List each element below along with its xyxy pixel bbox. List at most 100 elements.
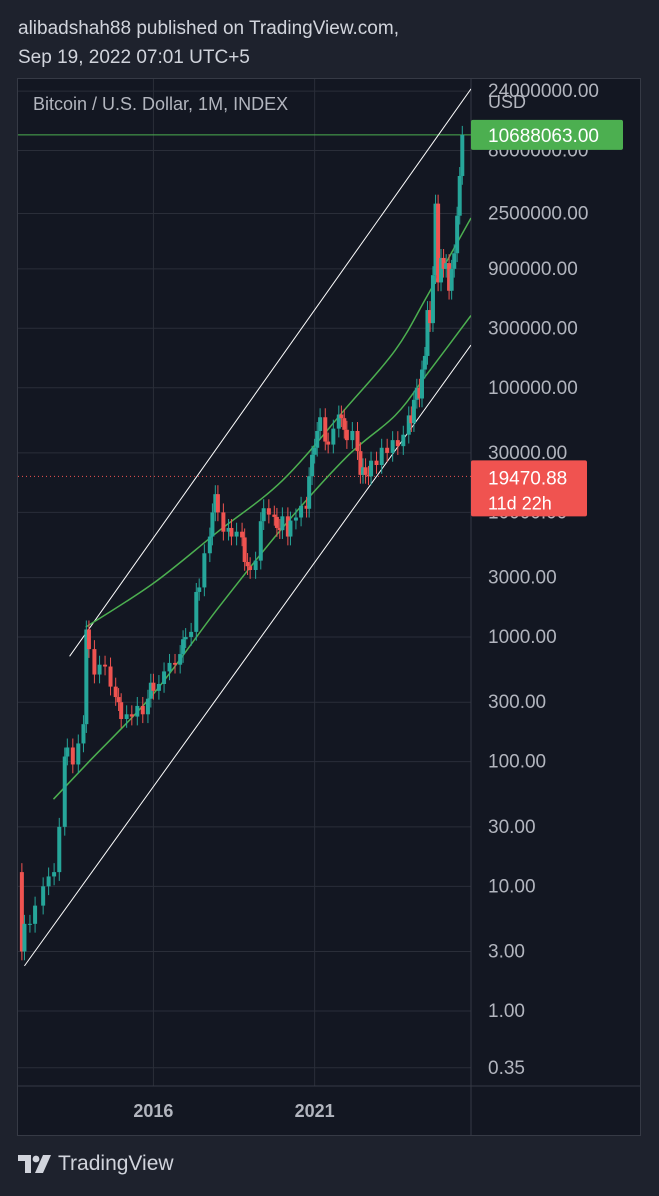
candle bbox=[65, 738, 70, 766]
candle bbox=[62, 747, 67, 836]
candle-body bbox=[310, 454, 315, 477]
footer: TradingView bbox=[18, 1152, 174, 1176]
candle bbox=[52, 863, 57, 886]
publish-date: Sep 19, 2022 07:01 UTC+5 bbox=[18, 47, 250, 68]
candle-body bbox=[189, 631, 194, 638]
price-axis-tick-label: 30.00 bbox=[488, 817, 536, 838]
candle-body bbox=[285, 516, 290, 537]
candle-body bbox=[202, 553, 207, 588]
candle-body bbox=[215, 494, 220, 513]
candle-body bbox=[339, 414, 344, 419]
candle bbox=[433, 194, 438, 284]
candle bbox=[331, 419, 336, 454]
candle-body bbox=[336, 414, 341, 429]
candle-body bbox=[135, 705, 140, 717]
candle bbox=[266, 499, 271, 524]
price-axis-tick-label: 30000.00 bbox=[488, 443, 567, 464]
price-axis-tick-label: 300000.00 bbox=[488, 318, 578, 339]
candle-body bbox=[272, 514, 277, 517]
candle-body bbox=[62, 756, 67, 827]
candle-body bbox=[261, 508, 266, 522]
candle bbox=[70, 738, 75, 774]
candle bbox=[310, 445, 315, 486]
price-axis-tick-label: 1000.00 bbox=[488, 627, 557, 648]
candle bbox=[452, 244, 457, 278]
candle-body bbox=[167, 662, 172, 672]
candle bbox=[108, 657, 113, 696]
candle bbox=[22, 914, 27, 961]
candle-body bbox=[374, 460, 379, 466]
candle bbox=[441, 248, 446, 278]
candle bbox=[439, 248, 444, 292]
candle bbox=[422, 346, 427, 379]
candle bbox=[436, 194, 441, 292]
candle-body bbox=[409, 415, 414, 424]
candle bbox=[261, 499, 266, 530]
candle-body bbox=[331, 428, 336, 445]
candle-body bbox=[379, 447, 384, 466]
candle-body bbox=[19, 872, 24, 952]
candle bbox=[395, 431, 400, 455]
candle-body bbox=[444, 263, 449, 269]
candle bbox=[312, 438, 317, 464]
candle bbox=[417, 378, 422, 408]
candle bbox=[210, 503, 215, 546]
price-axis-tick-label: 900000.00 bbox=[488, 259, 578, 280]
candle-body bbox=[460, 134, 465, 176]
candle bbox=[315, 422, 320, 457]
candle-body bbox=[326, 441, 331, 445]
candle-body bbox=[428, 310, 433, 324]
candle bbox=[414, 378, 419, 409]
candle-body bbox=[417, 387, 422, 399]
candle bbox=[444, 254, 449, 278]
candle bbox=[401, 425, 406, 455]
candle-body bbox=[441, 257, 446, 269]
candle-body bbox=[436, 203, 441, 283]
current-price-label: 19470.88 bbox=[488, 468, 567, 489]
candle bbox=[135, 696, 140, 726]
candle bbox=[215, 485, 220, 522]
candle-body bbox=[299, 505, 304, 518]
candle bbox=[162, 662, 167, 693]
candle-body bbox=[248, 566, 253, 570]
candle bbox=[46, 867, 51, 896]
time-axis-tick-label: 2016 bbox=[133, 1101, 173, 1121]
candle-body bbox=[318, 417, 323, 431]
tradingview-brand[interactable]: TradingView bbox=[58, 1152, 174, 1175]
candle-body bbox=[419, 369, 424, 399]
candle-body bbox=[178, 654, 183, 665]
candle-body bbox=[76, 743, 81, 765]
candle bbox=[156, 675, 161, 700]
candle-body bbox=[116, 697, 121, 703]
publisher-line: alibadshah88 published on TradingView.co… bbox=[18, 18, 399, 39]
chart-title: Bitcoin / U.S. Dollar, 1M, INDEX bbox=[33, 94, 289, 114]
candle-body bbox=[363, 467, 368, 475]
candle bbox=[148, 673, 153, 708]
candle-body bbox=[344, 429, 349, 441]
candle bbox=[129, 705, 134, 726]
candle bbox=[460, 125, 465, 185]
candle bbox=[366, 465, 371, 486]
chart-frame[interactable] bbox=[17, 78, 641, 1136]
publish-header: alibadshah88 published on TradingView.co… bbox=[18, 14, 399, 72]
price-axis-unit: USD bbox=[488, 92, 526, 112]
candle bbox=[293, 508, 298, 530]
candle bbox=[167, 653, 172, 681]
candle-body bbox=[151, 682, 156, 691]
candle bbox=[173, 653, 178, 674]
candle-body bbox=[65, 747, 70, 757]
candle bbox=[207, 527, 212, 563]
candle-body bbox=[433, 203, 438, 276]
target-price-badge bbox=[471, 119, 623, 150]
candle bbox=[92, 640, 97, 684]
candle-body bbox=[194, 591, 199, 632]
candle-body bbox=[156, 683, 161, 691]
candle-body bbox=[70, 747, 75, 765]
candle bbox=[323, 408, 328, 451]
candle bbox=[145, 689, 150, 724]
candle-body bbox=[46, 876, 51, 887]
candle-body bbox=[277, 527, 282, 531]
candle-body bbox=[22, 923, 27, 952]
candle-body bbox=[148, 682, 153, 699]
